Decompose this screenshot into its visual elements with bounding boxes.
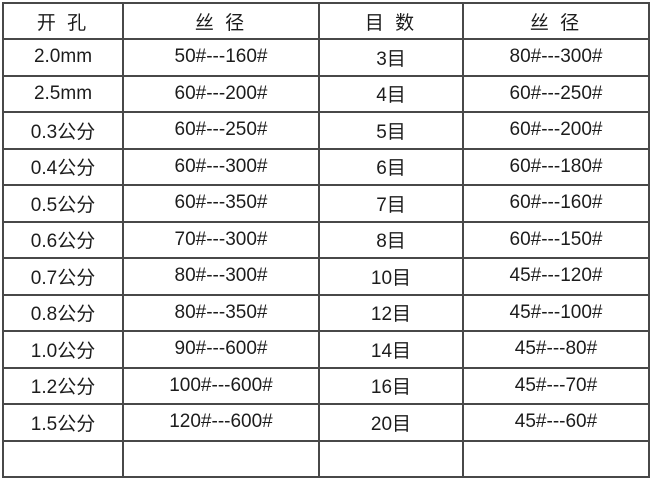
- table-row: 1.0公分 90#---600# 14目 45#---80#: [2, 330, 650, 369]
- table-row: 1.5公分 120#---600# 20目 45#---60#: [2, 403, 650, 442]
- cell-mesh-count: [318, 439, 464, 478]
- cell-opening: 0.7公分: [2, 257, 124, 296]
- cell-wire-diameter-1: 120#---600#: [122, 403, 320, 442]
- cell-wire-diameter-1: 100#---600#: [122, 366, 320, 405]
- cell-opening: 2.5mm: [2, 74, 124, 113]
- header-wire-diameter-1: 丝 径: [122, 2, 320, 40]
- header-opening: 开 孔: [2, 2, 124, 40]
- table-row: 0.7公分 80#---300# 10目 45#---120#: [2, 257, 650, 296]
- table-row: 2.0mm 50#---160# 3目 80#---300#: [2, 38, 650, 77]
- cell-wire-diameter-2: 60#---150#: [462, 220, 650, 259]
- header-wire-diameter-2: 丝 径: [462, 2, 650, 40]
- table-row: 0.4公分 60#---300# 6目 60#---180#: [2, 147, 650, 186]
- cell-opening: 2.0mm: [2, 38, 124, 77]
- cell-wire-diameter-2: 45#---60#: [462, 403, 650, 442]
- cell-wire-diameter-1: 60#---250#: [122, 111, 320, 150]
- table-row-cutoff: [2, 439, 650, 478]
- cell-opening: [2, 439, 124, 478]
- cell-opening: 0.4公分: [2, 147, 124, 186]
- table-row: 0.3公分 60#---250# 5目 60#---200#: [2, 111, 650, 150]
- cell-wire-diameter-1: 60#---200#: [122, 74, 320, 113]
- cell-wire-diameter-2: 60#---200#: [462, 111, 650, 150]
- cell-wire-diameter-1: 60#---300#: [122, 147, 320, 186]
- cell-wire-diameter-2: 45#---70#: [462, 366, 650, 405]
- table-row: 0.5公分 60#---350# 7目 60#---160#: [2, 184, 650, 223]
- cell-mesh-count: 14目: [318, 330, 464, 369]
- cell-mesh-count: 4目: [318, 74, 464, 113]
- cell-mesh-count: 6目: [318, 147, 464, 186]
- cell-wire-diameter-2: [462, 439, 650, 478]
- cell-mesh-count: 5目: [318, 111, 464, 150]
- cell-opening: 1.2公分: [2, 366, 124, 405]
- cell-mesh-count: 16目: [318, 366, 464, 405]
- cell-mesh-count: 20目: [318, 403, 464, 442]
- cell-wire-diameter-1: [122, 439, 320, 478]
- cell-mesh-count: 8目: [318, 220, 464, 259]
- cell-mesh-count: 3目: [318, 38, 464, 77]
- cell-wire-diameter-1: 80#---350#: [122, 293, 320, 332]
- cell-wire-diameter-2: 60#---180#: [462, 147, 650, 186]
- cell-opening: 0.5公分: [2, 184, 124, 223]
- table-row: 0.8公分 80#---350# 12目 45#---100#: [2, 293, 650, 332]
- cell-wire-diameter-2: 45#---120#: [462, 257, 650, 296]
- header-row: 开 孔 丝 径 目 数 丝 径: [2, 2, 650, 40]
- header-mesh-count: 目 数: [318, 2, 464, 40]
- cell-wire-diameter-2: 45#---80#: [462, 330, 650, 369]
- table-row: 0.6公分 70#---300# 8目 60#---150#: [2, 220, 650, 259]
- cell-wire-diameter-2: 60#---160#: [462, 184, 650, 223]
- cell-mesh-count: 12目: [318, 293, 464, 332]
- cell-wire-diameter-1: 70#---300#: [122, 220, 320, 259]
- cell-opening: 0.6公分: [2, 220, 124, 259]
- table-row: 2.5mm 60#---200# 4目 60#---250#: [2, 74, 650, 113]
- cell-opening: 1.0公分: [2, 330, 124, 369]
- cell-wire-diameter-1: 50#---160#: [122, 38, 320, 77]
- cell-mesh-count: 10目: [318, 257, 464, 296]
- cell-wire-diameter-1: 90#---600#: [122, 330, 320, 369]
- cell-opening: 0.3公分: [2, 111, 124, 150]
- table-row: 1.2公分 100#---600# 16目 45#---70#: [2, 366, 650, 405]
- cell-opening: 1.5公分: [2, 403, 124, 442]
- cell-wire-diameter-1: 80#---300#: [122, 257, 320, 296]
- cell-wire-diameter-2: 60#---250#: [462, 74, 650, 113]
- cell-wire-diameter-2: 45#---100#: [462, 293, 650, 332]
- cell-mesh-count: 7目: [318, 184, 464, 223]
- cell-opening: 0.8公分: [2, 293, 124, 332]
- cell-wire-diameter-1: 60#---350#: [122, 184, 320, 223]
- cell-wire-diameter-2: 80#---300#: [462, 38, 650, 77]
